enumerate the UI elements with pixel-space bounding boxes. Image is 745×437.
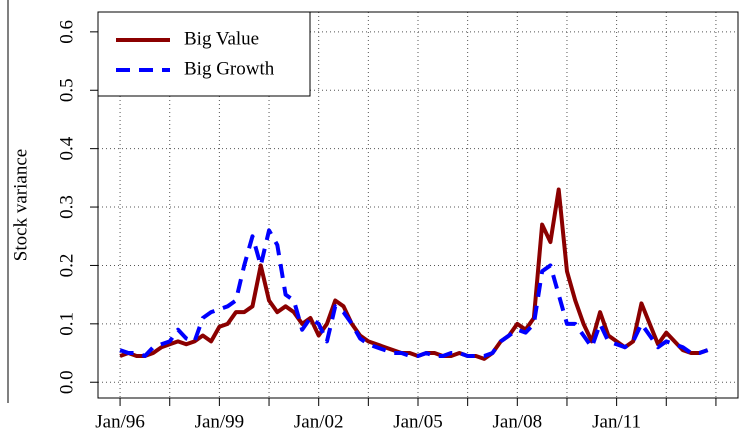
x-tick-label: Jan/11: [592, 411, 641, 432]
y-axis-label: Stock variance: [10, 149, 31, 261]
y-tick-label: 0.0: [56, 370, 77, 394]
plot-frame: [97, 11, 739, 399]
x-tick-label: Jan/99: [195, 411, 245, 432]
y-tick-label: 0.4: [56, 136, 77, 160]
x-tick-label: Jan/08: [493, 411, 543, 432]
legend-box: [97, 11, 311, 97]
y-tick-label: 0.5: [56, 78, 77, 102]
legend-label: Big Value: [184, 28, 259, 49]
y-tick-label: 0.3: [56, 195, 77, 219]
x-tick-label: Jan/05: [393, 411, 443, 432]
y-tick-label: 0.2: [56, 254, 77, 278]
series-line: [119, 187, 709, 361]
y-tick-label: 0.1: [56, 312, 77, 336]
legend-label: Big Growth: [184, 58, 275, 79]
x-tick-label: Jan/02: [294, 411, 344, 432]
y-tick-label: 0.6: [56, 20, 77, 44]
x-tick-label: Jan/96: [95, 411, 145, 432]
